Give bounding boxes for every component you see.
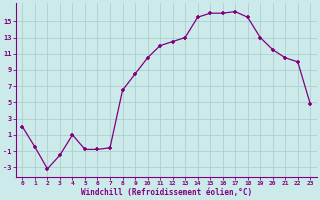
X-axis label: Windchill (Refroidissement éolien,°C): Windchill (Refroidissement éolien,°C) — [81, 188, 252, 197]
